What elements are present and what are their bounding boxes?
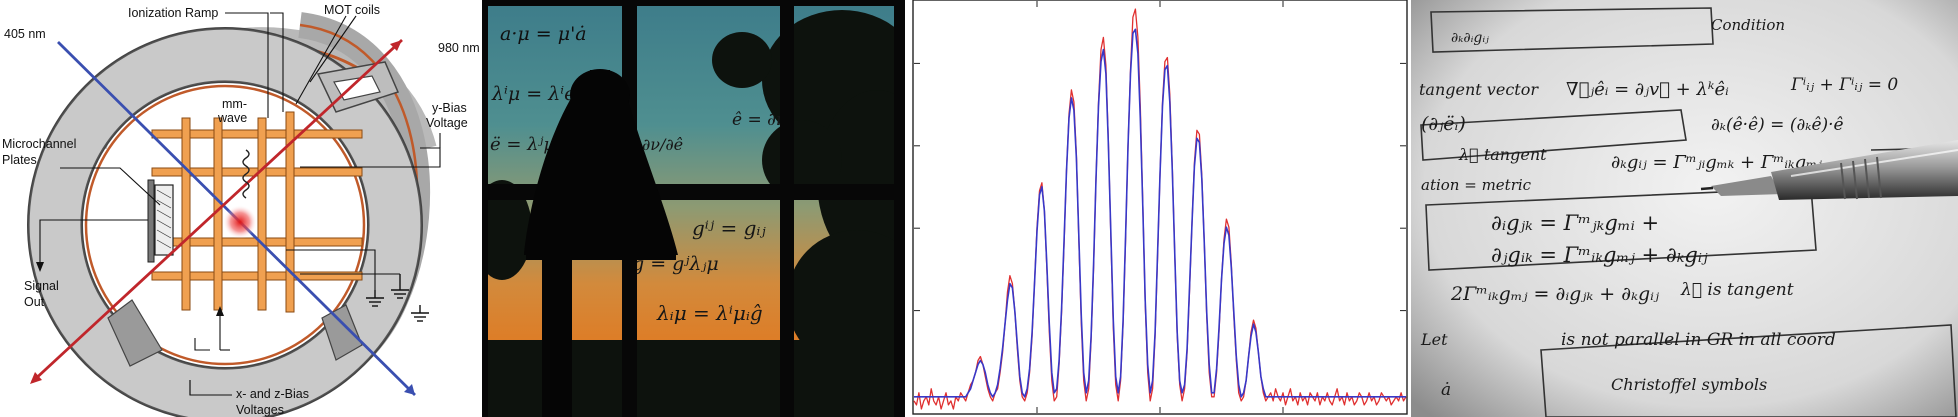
electrode-horizontal-4 xyxy=(151,271,363,281)
fringe-chart xyxy=(912,0,1408,415)
note-3: tangent vector xyxy=(1419,80,1539,99)
note-15: is not parallel in GR in all coord xyxy=(1561,330,1836,350)
label-microchannel-1: Microchannel xyxy=(2,137,76,151)
label-ionization-ramp: Ionization Ramp xyxy=(128,6,218,20)
notebook-photo: Condition ∂ₖ∂ᵢgᵢⱼ tangent vector ∇⃗ⱼêᵢ =… xyxy=(1411,0,1958,417)
note-14: λ⃗ is tangent xyxy=(1680,280,1794,300)
eq-3: ë = λʲμ xyxy=(490,134,555,155)
electrode-horizontal-2 xyxy=(151,167,363,177)
eq-8: λᵢμ = λⁱμᵢĝ xyxy=(656,301,763,325)
xz-bias-arrow xyxy=(216,306,224,316)
notebook-photo-panel: Condition ∂ₖ∂ᵢgᵢⱼ tangent vector ∇⃗ⱼêᵢ =… xyxy=(1411,0,1958,417)
ground-symbol-2 xyxy=(391,274,409,299)
ground-symbol-3 xyxy=(411,305,429,322)
eq-4: ê = ∂ν xyxy=(732,110,786,130)
beam-405-arrow xyxy=(404,384,415,395)
electrode-vertical-4 xyxy=(285,111,295,313)
atom-cloud xyxy=(223,205,257,239)
label-y-bias-2: Voltage xyxy=(426,116,468,130)
label-xz-bias-2: Voltages xyxy=(236,403,284,417)
label-980nm: 980 nm xyxy=(438,41,480,55)
microchannel-plate xyxy=(154,184,174,256)
electrode-vertical-3 xyxy=(257,117,267,311)
apparatus-diagram-panel: 405 nm Ionization Ramp MOT coils 980 nm … xyxy=(0,0,480,417)
eq-2: λⁱμ = λⁱe'ⁱ xyxy=(491,83,585,105)
note-12: ∂ⱼgᵢₖ = Γᵐᵢₖgₘⱼ + ∂ₖgᵢⱼ xyxy=(1491,243,1708,267)
note-13: 2Γᵐᵢₖgₘⱼ = ∂ᵢgⱼₖ + ∂ₖgᵢⱼ xyxy=(1450,283,1659,305)
apparatus-diagram: 405 nm Ionization Ramp MOT coils 980 nm … xyxy=(2,3,480,417)
note-18: ȧ xyxy=(1441,380,1451,400)
note-7: ∂ₖ(ê·ê) = (∂ₖê)·ê xyxy=(1711,115,1844,135)
note-2: ∂ₖ∂ᵢgᵢⱼ xyxy=(1451,30,1489,46)
coil-clamp-bottom-left xyxy=(107,299,163,367)
electrode-grid xyxy=(151,111,363,313)
beam-980-arrow xyxy=(30,372,42,384)
mechanical-pencil xyxy=(1700,140,1958,200)
note-8: λ⃗ tangent xyxy=(1458,145,1547,164)
label-mm-wave-1: mm- xyxy=(222,97,247,111)
note-1: Condition xyxy=(1711,16,1785,34)
chart-panel xyxy=(907,0,1409,417)
signal-out-arrow xyxy=(36,262,44,272)
label-405nm: 405 nm xyxy=(4,27,46,41)
note-4: ∇⃗ⱼêᵢ = ∂ⱼv⃗ + λᵏêᵢ xyxy=(1566,79,1729,100)
leader-lines xyxy=(39,12,441,396)
window-photo: a·μ = μ'ȧ λⁱμ = λⁱe'ⁱ ë = λʲμ ê = ∂ν ∂ν/… xyxy=(482,0,905,417)
label-microchannel-2: Plates xyxy=(2,153,37,167)
label-signal-1: Signal xyxy=(24,279,59,293)
electrode-vertical-1 xyxy=(181,117,191,311)
window-photo-panel: a·μ = μ'ȧ λⁱμ = λⁱe'ⁱ ë = λʲμ ê = ∂ν ∂ν/… xyxy=(482,0,905,417)
microchannel-plate-back xyxy=(147,179,155,263)
label-signal-2: Out xyxy=(24,295,45,309)
ground-symbol-1 xyxy=(366,290,384,307)
mot-ring-outer-edge xyxy=(28,28,422,417)
coil-clamp-bottom-right xyxy=(321,304,363,361)
note-5: Γⁱᵢⱼ + Γⁱᵢⱼ = 0 xyxy=(1790,75,1898,95)
lamp-silhouette xyxy=(524,69,678,417)
note-17: Let xyxy=(1420,330,1448,349)
eq-5: ∂ν/∂ê xyxy=(642,135,683,154)
beam-980-arrow-top xyxy=(390,40,402,51)
series-group xyxy=(913,8,1407,410)
note-6: (∂ⱼëᵢ) xyxy=(1421,113,1466,135)
label-y-bias-1: y-Bias xyxy=(432,101,467,115)
mot-ring-copper xyxy=(84,84,366,366)
notebook-paper xyxy=(1411,0,1958,417)
eq-1: a·μ = μ'ȧ xyxy=(500,23,587,45)
series-line-1 xyxy=(914,28,1406,398)
label-xz-bias-1: x- and z-Bias xyxy=(236,387,309,401)
mot-ring-inner-edge xyxy=(80,80,370,370)
note-10: ation = metric xyxy=(1421,176,1532,194)
notebook-equations: Condition ∂ₖ∂ᵢgᵢⱼ tangent vector ∇⃗ⱼêᵢ =… xyxy=(1419,16,1898,400)
beam-980-line xyxy=(31,38,403,384)
label-mm-wave-2: wave xyxy=(217,111,247,125)
plot-frame xyxy=(912,0,1408,415)
label-mot-coils: MOT coils xyxy=(324,3,380,17)
eq-6: gⁱʲ = gᵢⱼ xyxy=(692,216,766,240)
mm-wave-squiggle xyxy=(242,149,250,199)
note-16: Christoffel symbols xyxy=(1611,375,1767,394)
axis-ticks xyxy=(914,1,1406,413)
microchannel-plate-hatch xyxy=(156,189,172,249)
note-11: ∂ᵢgⱼₖ = Γᵐⱼₖgₘᵢ + xyxy=(1491,211,1659,235)
note-9: ∂ₖgᵢⱼ = Γᵐⱼᵢgₘₖ + Γᵐᵢₖgₘⱼ xyxy=(1611,152,1822,173)
